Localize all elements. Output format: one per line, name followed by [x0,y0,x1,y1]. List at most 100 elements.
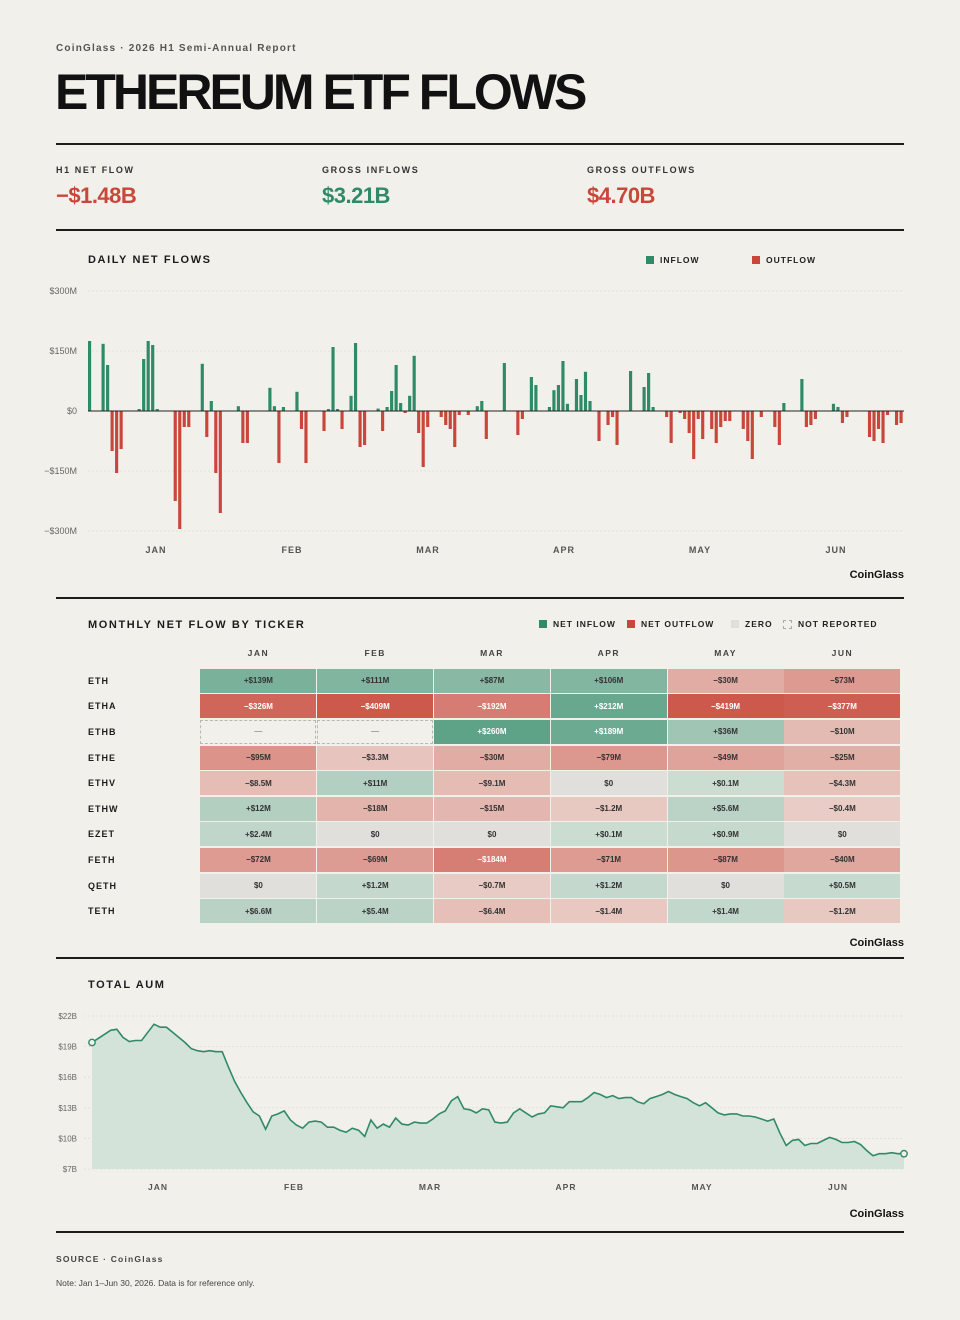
ticker-label: ETHB [88,726,117,737]
outflow-bar [110,411,114,451]
outflow-bar [696,411,700,419]
column-header: JAN [247,648,270,658]
heatmap-cell: −$1.4M [550,899,667,924]
heatmap-cell: −$184M [433,847,550,872]
inflow-bar [349,395,353,411]
inflow-bar [151,345,155,411]
heatmap-cell: −$49M [667,745,784,770]
legend-outflow: OUTFLOW [752,255,816,265]
heatmap-cell: −$326M [200,694,317,719]
inflow-bar [326,409,331,411]
inflow-bar [88,341,92,411]
inflow-bar [295,391,299,411]
outflow-bar [516,411,520,435]
inflow-swatch [646,256,654,264]
legend-zero: ZERO [731,619,773,629]
outflow-bar [214,411,218,473]
kpi-value: −$1.48B [56,183,137,208]
inflow-bar [281,407,286,411]
inflow-bar [800,379,804,411]
inflow-bar [556,385,561,411]
x-tick-label: MAY [691,1182,712,1192]
outflow-bar [750,411,754,459]
outflow-bar [277,411,281,463]
inflow-bar [376,408,380,411]
legend-label: NOT REPORTED [798,619,878,629]
heatmap-cell: +$12M [200,796,317,821]
inflow-bar [146,341,150,411]
heatmap-cell: +$0.1M [667,771,784,796]
x-tick-label: MAR [416,545,440,555]
outflow-bar [894,411,899,425]
legend-label: OUTFLOW [766,255,816,265]
heatmap-cell: −$10M [784,719,901,744]
net-outflow-swatch [627,620,635,628]
inflow-bar [628,371,633,411]
heatmap-cell: +$1.2M [550,873,667,898]
heatmap-row: ETH +$139M +$111M +$87M +$106M −$30M −$73M [88,668,901,694]
page-title: ETHEREUM ETF FLOWS [55,64,587,120]
heatmap-cell: +$139M [200,668,317,693]
kpi-label: GROSS INFLOWS [322,165,420,175]
heatmap-cell: −$79M [550,745,667,770]
heatmap-cell: −$409M [317,694,434,719]
outflow-bar [615,411,619,445]
outflow-bar [899,411,903,423]
heatmap-cell: −$87M [667,847,784,872]
outflow-bar [453,411,457,447]
inflow-bar [200,363,204,411]
monthly-heatmap: JAN FEB MAR APR MAY JUN ETH +$139M +$111M +$87M +$… [88,648,901,924]
outflow-bar [741,411,745,429]
inflow-bar [831,403,836,411]
x-tick-label: JAN [145,545,166,555]
kpi-label: GROSS OUTFLOWS [587,165,696,175]
divider [56,1231,904,1233]
zero-swatch [731,620,739,628]
heatmap-cell: −$1.2M [550,796,667,821]
heatmap-cell: — [200,719,317,744]
legend-not-reported: NOT REPORTED [783,619,878,629]
legend-label: INFLOW [660,255,700,265]
outflow-bar [804,411,808,427]
ticker-label: QETH [88,880,118,891]
x-tick-label: APR [553,545,575,555]
x-tick-label: APR [556,1182,577,1192]
heatmap-cell: −$0.4M [784,796,901,821]
outflow-bar [178,411,182,529]
inflow-bar [390,391,394,411]
heatmap-row: ETHW +$12M −$18M −$15M −$1.2M +$5.6M −$0.4M [88,796,901,822]
outflow-bar [299,411,304,429]
column-header: MAY [714,648,737,658]
ticker-label: ETHE [88,752,117,763]
start-point [88,1038,96,1047]
outflow-bar [421,411,425,467]
heatmap-cell: +$5.6M [667,796,784,821]
ticker-label: FETH [88,854,116,865]
outflow-bar [840,411,845,423]
y-tick-label: $7B [63,1165,77,1174]
divider [56,143,904,145]
heatmap-row: QETH $0 +$1.2M −$0.7M +$1.2M $0 +$0.5M [88,873,901,899]
inflow-bar [836,407,840,411]
inflow-bar [399,403,403,411]
kpi-gross-outflows: GROSS OUTFLOWS $4.70B [587,165,696,209]
heatmap-cell: +$111M [317,668,434,693]
heatmap-cell: −$6.4M [433,899,550,924]
aum-chart-title: TOTAL AUM [88,979,166,991]
heatmap-cell: +$11M [317,771,434,796]
kpi-gross-inflows: GROSS INFLOWS $3.21B [322,165,419,209]
y-tick-label: $0 [67,406,77,416]
y-tick-label: $150M [49,346,77,356]
heatmap-cell: −$40M [784,847,901,872]
outflow-bar [665,411,669,417]
outflow-bar [683,411,687,419]
outflow-bar [426,411,430,427]
outflow-bar [218,411,222,513]
heatmap-cell: −$18M [317,796,434,821]
brand-label: CoinGlass [849,1208,904,1220]
outflow-bar [777,411,781,445]
heatmap-cell: −$30M [433,745,550,770]
inflow-bar [335,409,340,411]
aum-area [92,1024,904,1169]
heatmap-row: ETHB — — +$260M +$189M +$36M −$10M [88,719,901,745]
